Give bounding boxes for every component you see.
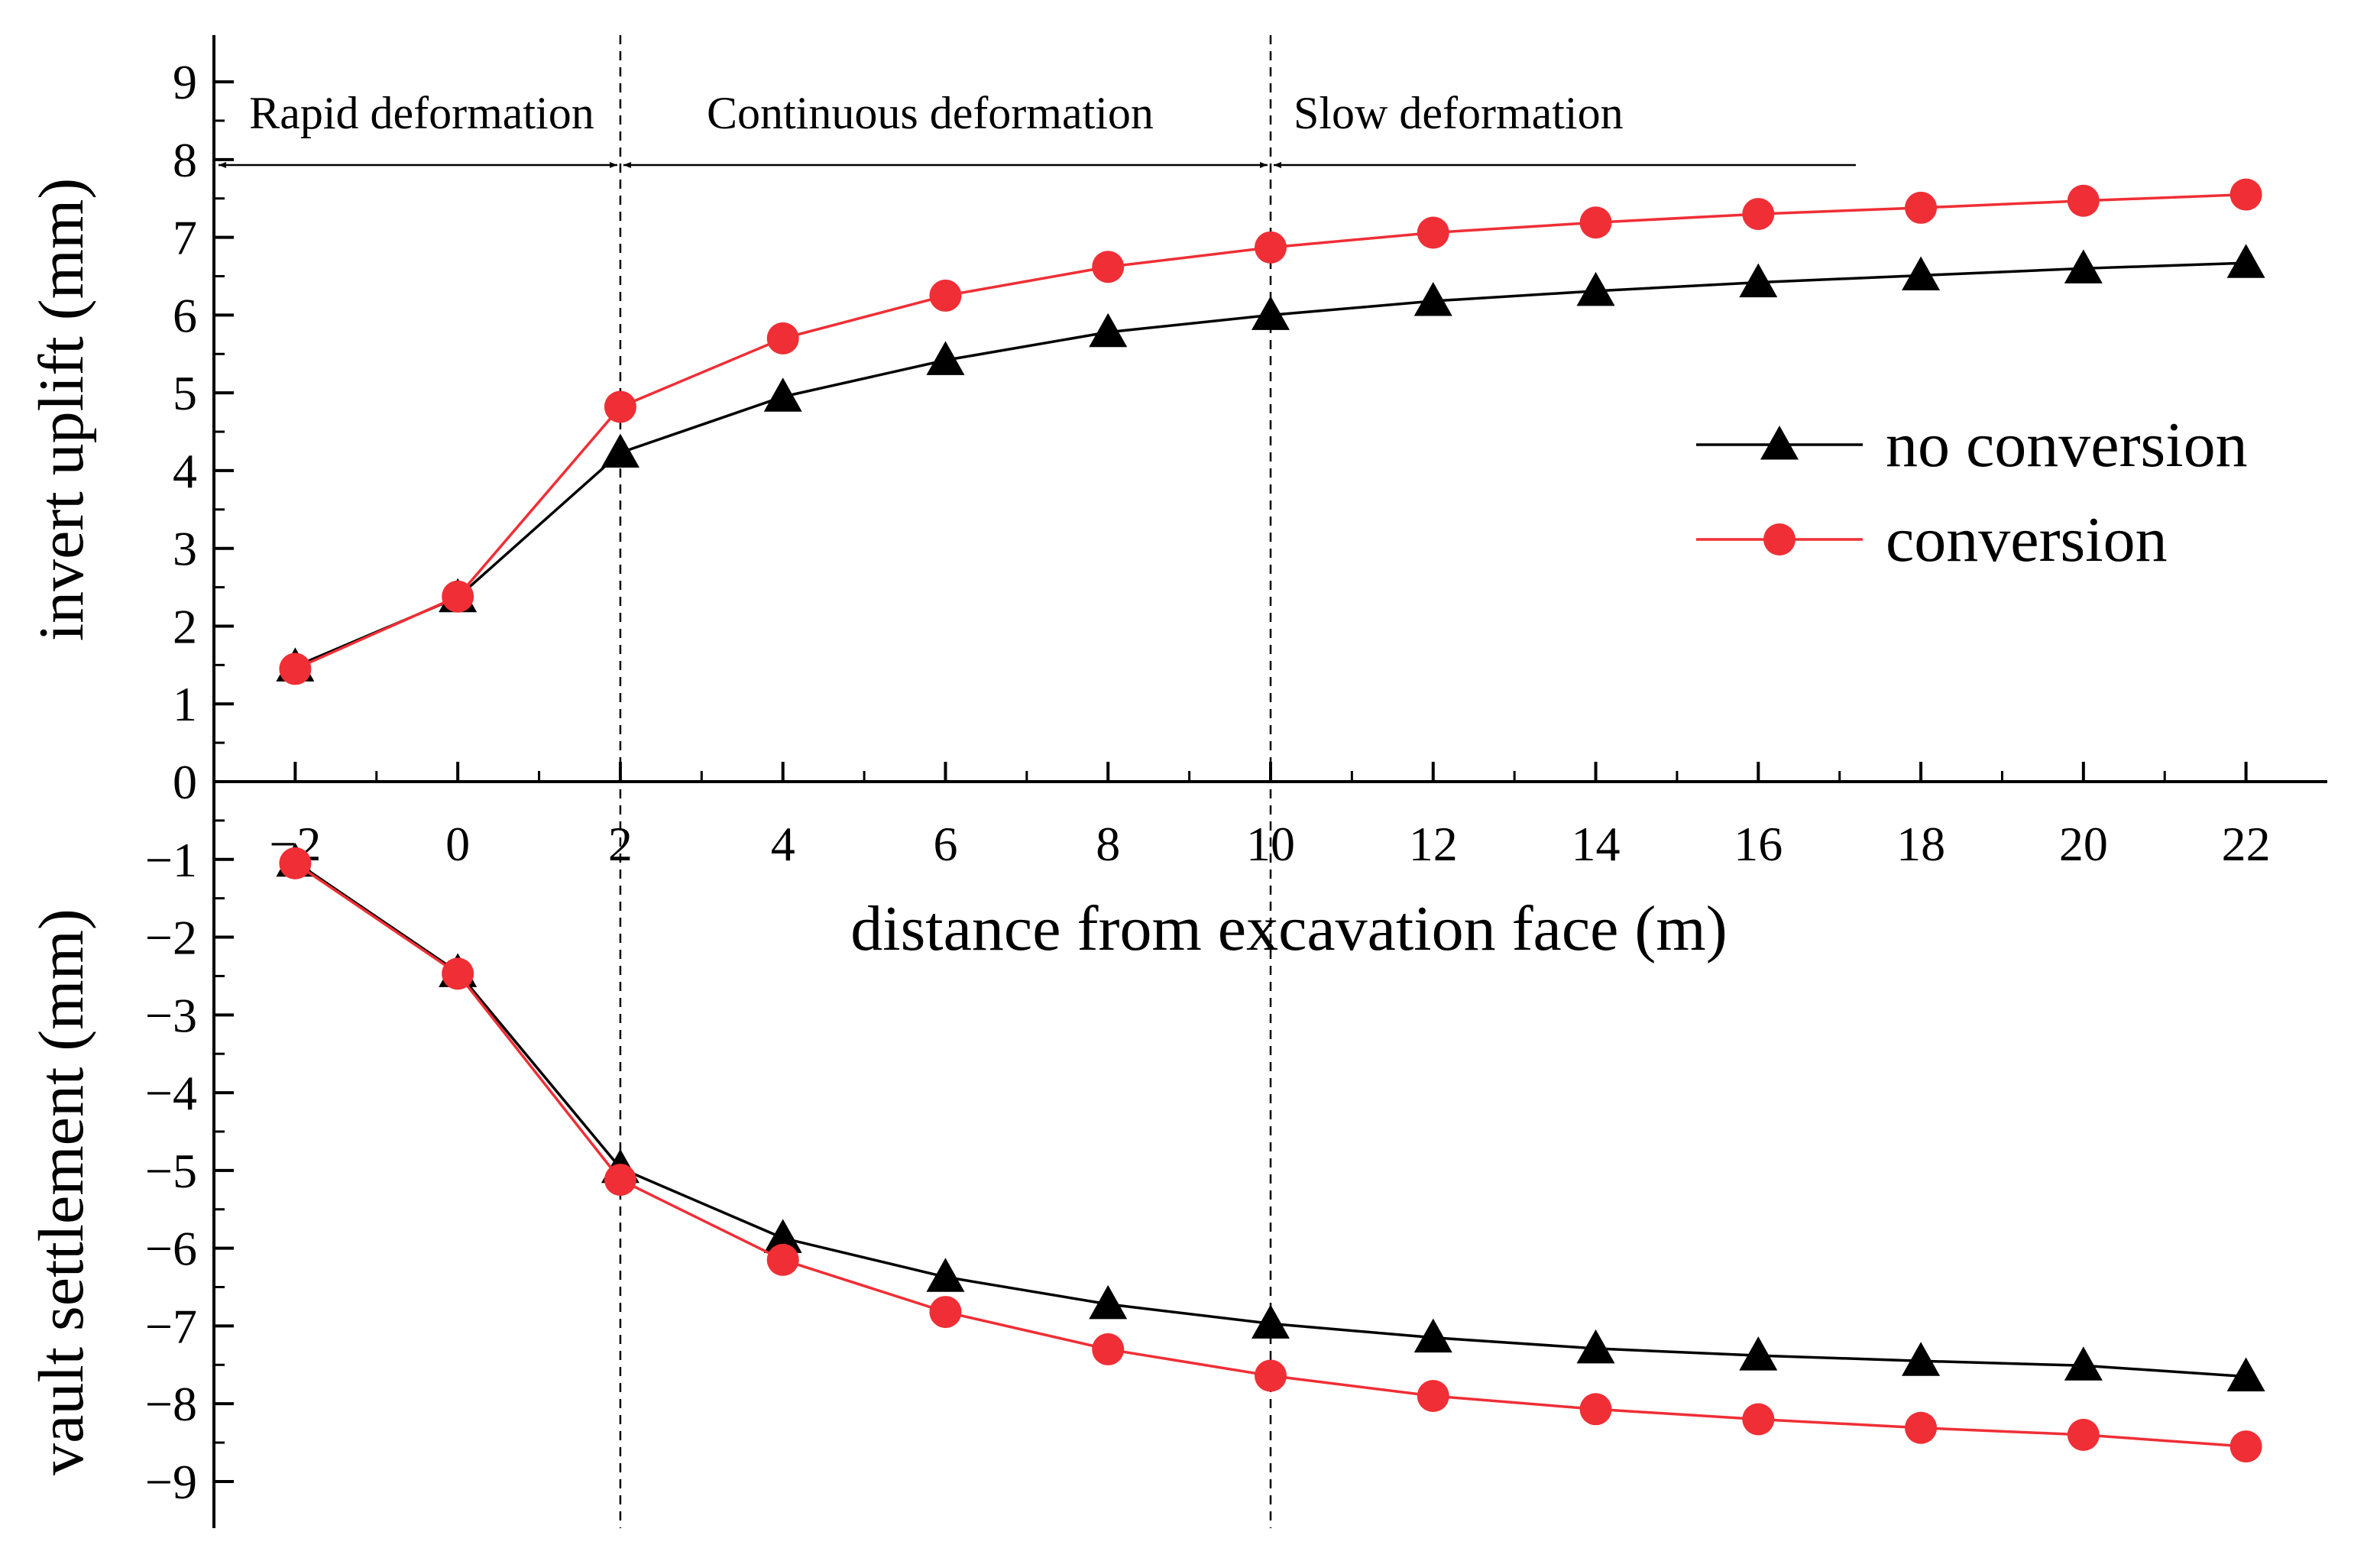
data-point-triangle — [926, 341, 965, 375]
data-point-triangle — [1413, 1318, 1452, 1353]
data-point-circle — [604, 1164, 636, 1197]
x-tick-label: 14 — [1572, 817, 1621, 871]
data-point-circle — [442, 580, 474, 613]
data-point-circle — [929, 279, 962, 312]
data-point-triangle — [1739, 263, 1778, 298]
data-point-circle — [2067, 184, 2100, 217]
series-conversion — [279, 178, 2262, 1463]
y-tick-label: 7 — [173, 211, 197, 265]
axes: 9876543210−1−2−3−4−5−6−7−8−9−20246810121… — [145, 35, 2327, 1528]
x-tick-label: 20 — [2059, 817, 2108, 871]
y-tick-label: −3 — [145, 988, 197, 1042]
data-point-triangle — [2064, 1346, 2103, 1381]
data-point-circle — [1092, 1333, 1125, 1365]
x-tick-label: 18 — [1896, 817, 1945, 871]
data-point-triangle — [2064, 249, 2103, 283]
x-tick-label: 12 — [1409, 817, 1458, 871]
data-point-circle — [1417, 216, 1449, 249]
data-point-circle — [1763, 523, 1796, 555]
data-point-triangle — [763, 377, 802, 412]
y-tick-label: 3 — [173, 522, 197, 576]
data-point-triangle — [1739, 1336, 1778, 1371]
y-tick-label: 2 — [173, 599, 197, 653]
stage-label: Rapid deformation — [249, 88, 594, 138]
data-point-circle — [2067, 1418, 2100, 1451]
x-tick-label: 6 — [933, 817, 957, 871]
y-tick-label: −9 — [145, 1455, 197, 1509]
y-tick-label: 6 — [173, 288, 197, 342]
stage-label: Slow deformation — [1294, 88, 1624, 138]
data-point-circle — [279, 653, 312, 685]
data-point-circle — [1417, 1379, 1449, 1412]
data-point-circle — [1579, 206, 1612, 239]
y-tick-label: −4 — [145, 1066, 197, 1120]
data-point-circle — [929, 1296, 962, 1329]
data-point-circle — [442, 957, 474, 990]
x-tick-label: 22 — [2222, 817, 2271, 871]
data-point-triangle — [1902, 1342, 1941, 1376]
y-tick-label: 5 — [173, 366, 197, 420]
y-axis-label-bottom: vault settlement (mm) — [26, 908, 97, 1475]
data-point-triangle — [1252, 1304, 1290, 1339]
y-tick-label: −1 — [145, 833, 197, 887]
legend-label: conversion — [1886, 504, 2168, 575]
data-point-triangle — [601, 433, 640, 468]
data-point-circle — [1255, 231, 1287, 264]
y-tick-label: 4 — [173, 444, 197, 498]
data-point-circle — [1905, 1411, 1938, 1444]
y-tick-label: 8 — [173, 133, 197, 187]
y-tick-label: −7 — [145, 1299, 197, 1353]
data-point-triangle — [1902, 256, 1941, 290]
y-tick-label: −6 — [145, 1222, 197, 1276]
x-tick-label: 8 — [1096, 817, 1120, 871]
data-point-circle — [1905, 191, 1938, 224]
data-point-triangle — [1089, 1284, 1128, 1320]
data-point-triangle — [1252, 296, 1290, 330]
series — [276, 178, 2265, 1463]
y-tick-label: −5 — [145, 1144, 197, 1198]
data-point-triangle — [1576, 1329, 1615, 1364]
x-tick-label: 16 — [1734, 817, 1783, 871]
data-point-circle — [1579, 1393, 1612, 1426]
data-point-triangle — [2226, 244, 2265, 278]
data-point-circle — [2229, 1430, 2262, 1463]
data-point-circle — [279, 847, 312, 879]
y-axis-label-top: invert uplift (mm) — [26, 178, 97, 642]
data-point-circle — [1092, 251, 1125, 283]
data-point-triangle — [1089, 313, 1128, 348]
axis-labels: distance from excavation face (m) invert… — [26, 178, 1728, 1475]
legend: no conversion conversion — [1696, 410, 2248, 575]
legend-label: no conversion — [1886, 410, 2248, 481]
x-axis-label: distance from excavation face (m) — [850, 893, 1727, 964]
y-tick-label: 9 — [173, 55, 197, 109]
data-point-circle — [1742, 198, 1775, 231]
data-point-triangle — [2226, 1357, 2265, 1392]
x-tick-label: 0 — [445, 817, 470, 871]
stage-label: Continuous deformation — [707, 88, 1154, 138]
y-tick-label: −8 — [145, 1377, 197, 1431]
data-point-triangle — [763, 1219, 802, 1253]
data-point-circle — [766, 1243, 799, 1276]
data-point-triangle — [1576, 271, 1615, 306]
data-point-triangle — [1413, 282, 1452, 316]
data-point-triangle — [926, 1258, 965, 1292]
data-point-circle — [2229, 178, 2262, 211]
stage-annotations: Rapid deformation Continuous deformation S… — [219, 35, 1856, 1528]
y-tick-label: −2 — [145, 911, 197, 965]
y-tick-label: 1 — [173, 677, 197, 731]
data-point-circle — [1255, 1359, 1287, 1392]
x-tick-label: 4 — [771, 817, 795, 871]
data-point-circle — [766, 322, 799, 355]
data-point-circle — [604, 390, 636, 423]
data-point-triangle — [1760, 426, 1799, 460]
data-point-circle — [1742, 1403, 1775, 1436]
y-tick-label: 0 — [173, 755, 197, 809]
